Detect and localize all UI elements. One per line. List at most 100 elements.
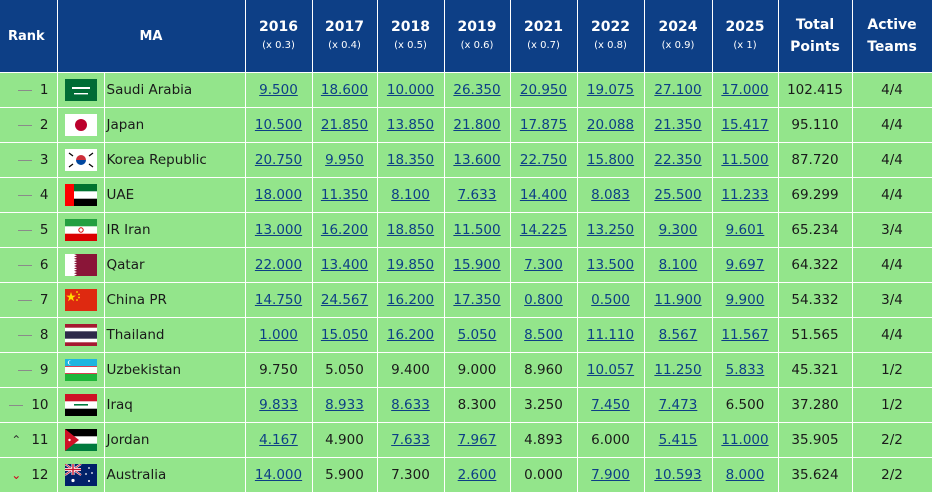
- score-link[interactable]: 1.000: [259, 327, 298, 343]
- rank-number: 4: [39, 187, 49, 203]
- score-link[interactable]: 5.050: [457, 327, 497, 343]
- score-link[interactable]: 10.000: [386, 82, 435, 98]
- score-link[interactable]: 24.567: [320, 292, 369, 308]
- score-link[interactable]: 5.833: [725, 362, 765, 378]
- score-link[interactable]: 27.100: [654, 82, 702, 98]
- score-link[interactable]: 11.900: [654, 292, 702, 308]
- score-link[interactable]: 22.750: [519, 152, 568, 168]
- score-link[interactable]: 8.000: [725, 467, 765, 483]
- score-link[interactable]: 17.875: [519, 117, 568, 133]
- score-link[interactable]: 11.350: [320, 187, 369, 203]
- score-link[interactable]: 19.850: [386, 257, 435, 273]
- score-link[interactable]: 8.633: [391, 397, 430, 413]
- score-cell: 18.350: [377, 142, 445, 178]
- score-link[interactable]: 11.500: [453, 222, 501, 238]
- score-link[interactable]: 20.088: [586, 117, 635, 133]
- trend-same-icon: [16, 83, 34, 97]
- score-link[interactable]: 8.100: [658, 257, 698, 273]
- score-link[interactable]: 20.750: [254, 152, 303, 168]
- score-cell: 0.500: [577, 282, 645, 318]
- score-link[interactable]: 18.000: [254, 187, 303, 203]
- score-link[interactable]: 7.473: [658, 397, 698, 413]
- score-link[interactable]: 8.933: [325, 397, 364, 413]
- score-link[interactable]: 9.900: [725, 292, 765, 308]
- score-link[interactable]: 9.950: [325, 152, 364, 168]
- score-link[interactable]: 10.057: [586, 362, 635, 378]
- score-link[interactable]: 22.350: [654, 152, 702, 168]
- score-link[interactable]: 13.000: [254, 222, 303, 238]
- score-cell: 9.500: [245, 72, 313, 108]
- score-link[interactable]: 0.800: [524, 292, 563, 308]
- score-link[interactable]: 15.050: [320, 327, 369, 343]
- score-link[interactable]: 17.000: [721, 82, 769, 98]
- score-link[interactable]: 7.450: [591, 397, 630, 413]
- score-link[interactable]: 9.300: [658, 222, 698, 238]
- score-link[interactable]: 11.567: [721, 327, 769, 343]
- score-link[interactable]: 26.350: [453, 82, 501, 98]
- score-link[interactable]: 14.000: [254, 467, 303, 483]
- score-cell: 17.000: [712, 72, 779, 108]
- score-link[interactable]: 8.567: [658, 327, 698, 343]
- score-link[interactable]: 14.750: [254, 292, 303, 308]
- score-link[interactable]: 15.417: [721, 117, 769, 133]
- score-link[interactable]: 8.083: [591, 187, 630, 203]
- score-link[interactable]: 21.850: [320, 117, 369, 133]
- score-link[interactable]: 2.600: [457, 467, 497, 483]
- score-link[interactable]: 11.250: [654, 362, 702, 378]
- score-link[interactable]: 13.500: [586, 257, 635, 273]
- score-link[interactable]: 20.950: [519, 82, 568, 98]
- score-link[interactable]: 15.800: [586, 152, 635, 168]
- active-teams-header: Active Teams: [852, 0, 932, 73]
- score-link[interactable]: 11.500: [721, 152, 769, 168]
- score-link[interactable]: 11.000: [721, 432, 769, 448]
- score-link[interactable]: 16.200: [386, 292, 435, 308]
- active-teams-cell: 3/4: [852, 212, 932, 248]
- score-link[interactable]: 9.833: [259, 397, 298, 413]
- score-link[interactable]: 7.633: [391, 432, 430, 448]
- score-link[interactable]: 9.500: [259, 82, 298, 98]
- score-link[interactable]: 7.967: [457, 432, 497, 448]
- score-link[interactable]: 0.500: [591, 292, 630, 308]
- score-cell: 10.500: [245, 107, 313, 143]
- score-link[interactable]: 17.350: [453, 292, 501, 308]
- score-link[interactable]: 21.800: [453, 117, 501, 133]
- score-link[interactable]: 16.200: [386, 327, 435, 343]
- score-link[interactable]: 13.250: [586, 222, 635, 238]
- score-link[interactable]: 7.300: [524, 257, 563, 273]
- rank-cell: 7: [0, 282, 58, 318]
- score-value: 5.050: [325, 362, 364, 378]
- score-link[interactable]: 7.633: [457, 187, 497, 203]
- score-link[interactable]: 19.075: [586, 82, 635, 98]
- score-link[interactable]: 11.110: [586, 327, 635, 343]
- score-link[interactable]: 5.415: [658, 432, 698, 448]
- score-link[interactable]: 18.850: [386, 222, 435, 238]
- score-link[interactable]: 11.233: [721, 187, 769, 203]
- flag-cell: [57, 387, 105, 423]
- score-link[interactable]: 13.600: [453, 152, 501, 168]
- score-link[interactable]: 21.350: [654, 117, 702, 133]
- score-link[interactable]: 25.500: [654, 187, 702, 203]
- score-link[interactable]: 4.167: [259, 432, 298, 448]
- score-link[interactable]: 14.225: [519, 222, 568, 238]
- score-link[interactable]: 13.850: [386, 117, 435, 133]
- score-cell: 10.057: [577, 352, 645, 388]
- score-cell: 22.350: [644, 142, 713, 178]
- rank-number: 5: [39, 222, 49, 238]
- score-link[interactable]: 14.400: [519, 187, 568, 203]
- score-link[interactable]: 10.593: [654, 467, 702, 483]
- score-link[interactable]: 18.600: [320, 82, 369, 98]
- score-link[interactable]: 13.400: [320, 257, 369, 273]
- score-link[interactable]: 16.200: [320, 222, 369, 238]
- score-link[interactable]: 8.100: [391, 187, 430, 203]
- score-link[interactable]: 8.500: [524, 327, 563, 343]
- score-link[interactable]: 22.000: [254, 257, 303, 273]
- table-row: 4 UAE 18.000 11.350 8.100 7.633 14.400 8.083 25.…: [0, 177, 932, 213]
- score-cell: 15.417: [712, 107, 779, 143]
- score-link[interactable]: 15.900: [453, 257, 501, 273]
- score-link[interactable]: 10.500: [254, 117, 303, 133]
- score-link[interactable]: 18.350: [386, 152, 435, 168]
- score-link[interactable]: 9.697: [725, 257, 765, 273]
- score-link[interactable]: 7.900: [591, 467, 630, 483]
- score-cell: 15.900: [444, 247, 511, 283]
- score-link[interactable]: 9.601: [725, 222, 765, 238]
